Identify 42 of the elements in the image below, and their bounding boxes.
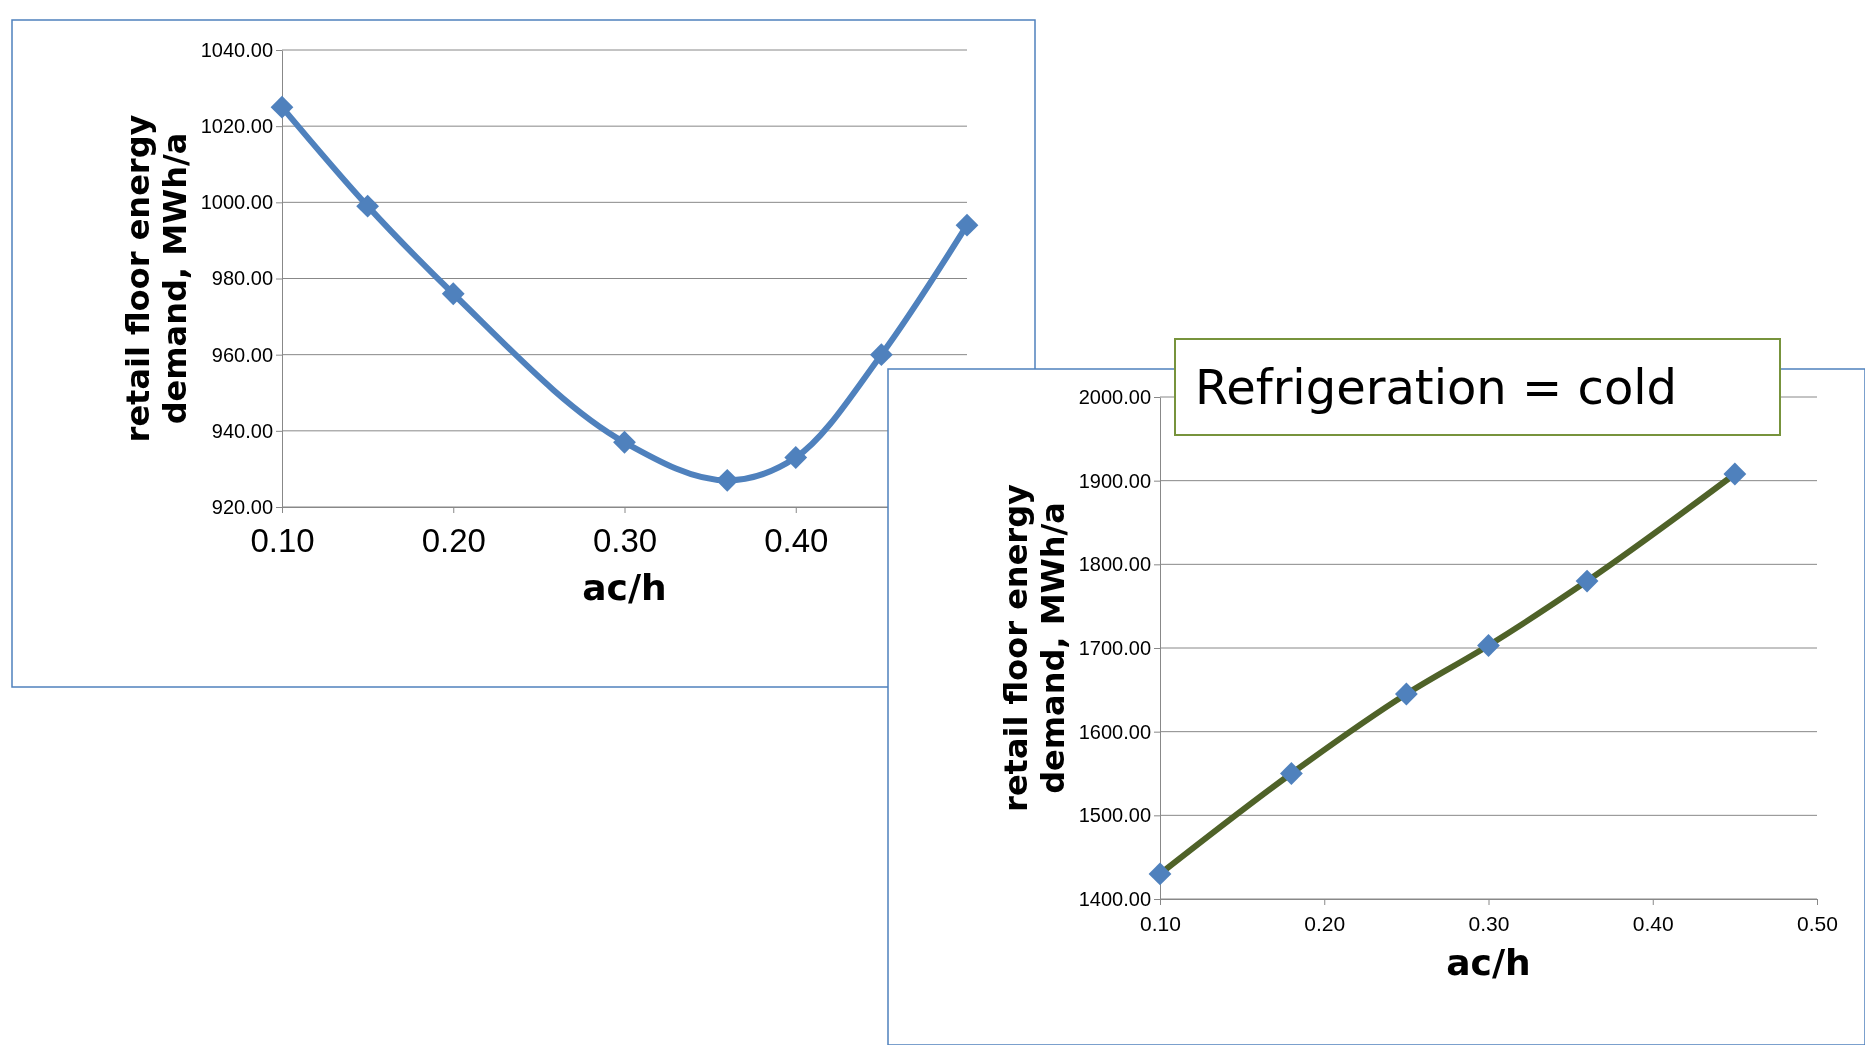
y-tick-label: 1000.00 xyxy=(200,191,273,214)
point xyxy=(441,282,465,306)
point xyxy=(784,446,808,469)
y-tick-label: 1040.00 xyxy=(200,38,273,61)
x-tick-label: 0.40 xyxy=(1632,912,1674,936)
point xyxy=(270,95,294,119)
point xyxy=(1723,462,1747,486)
y-axis-title: retail floor energy demand, MWh/a xyxy=(119,114,195,443)
point xyxy=(1477,634,1500,657)
x-tick-label: 0.10 xyxy=(250,522,315,560)
point xyxy=(715,468,739,492)
point xyxy=(1394,682,1418,706)
y-tick-label: 2000.00 xyxy=(1078,385,1151,408)
x-tick-label: 0.20 xyxy=(421,522,486,560)
x-tick-label: 0.30 xyxy=(592,522,658,560)
y-tick-label: 1600.00 xyxy=(1078,720,1151,743)
point xyxy=(356,194,380,218)
point xyxy=(1280,762,1303,785)
y-tick-label: 1900.00 xyxy=(1078,469,1151,492)
y-tick-label: 1020.00 xyxy=(200,115,273,138)
x-axis-title: ac/h xyxy=(582,566,667,608)
x-tick-label: 0.20 xyxy=(1304,912,1346,936)
y-tick-label: 1800.00 xyxy=(1078,553,1151,576)
chart-title: Refrigeration = cold xyxy=(1195,359,1678,416)
y-tick-label: 960.00 xyxy=(211,343,273,366)
point xyxy=(1148,862,1172,886)
x-axis-title: ac/h xyxy=(1446,942,1531,984)
x-tick-label: 0.10 xyxy=(1140,912,1181,936)
point xyxy=(869,343,893,367)
y-axis-title: retail floor energy demand, MWh/a xyxy=(997,483,1073,812)
x-tick-label: 0.30 xyxy=(1468,912,1510,936)
point xyxy=(955,213,979,237)
x-tick-label: 0.40 xyxy=(764,522,829,560)
point xyxy=(1575,569,1599,593)
point xyxy=(613,430,636,454)
y-tick-label: 940.00 xyxy=(211,419,273,442)
y-tick-label: 980.00 xyxy=(211,267,273,290)
y-tick-label: 920.00 xyxy=(211,495,273,518)
y-tick-label: 1400.00 xyxy=(1078,887,1151,910)
y-tick-label: 1500.00 xyxy=(1078,804,1151,827)
x-tick-label: 0.50 xyxy=(1797,912,1838,936)
y-tick-label: 1700.00 xyxy=(1078,636,1151,659)
